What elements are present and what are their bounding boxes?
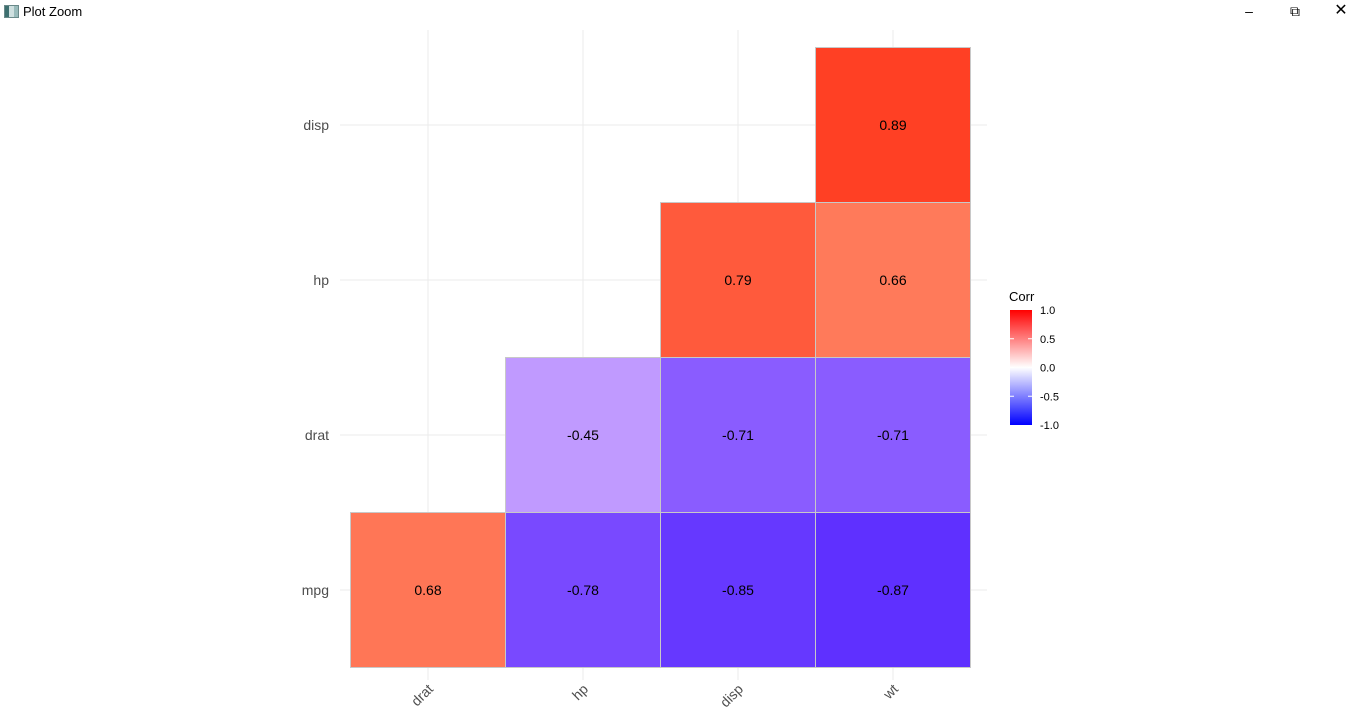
heatmap-tile (350, 512, 506, 668)
x-tick-label: hp (569, 681, 591, 703)
y-tick-label: mpg (302, 582, 329, 598)
tile-label: 0.66 (879, 272, 906, 288)
tile-label: -0.87 (877, 582, 909, 598)
legend-tick-label: 0.0 (1040, 363, 1055, 375)
legend: Corr 1.0 0.5 0.0 -0.5 -1.0 (1009, 289, 1059, 432)
tile-label: -0.71 (722, 427, 754, 443)
x-tick-label: wt (879, 681, 901, 703)
legend-title: Corr (1009, 289, 1035, 304)
heatmap-tile (815, 202, 971, 358)
heatmap-tile (660, 357, 816, 513)
y-tick-label: disp (303, 117, 329, 133)
x-tick-label: drat (408, 681, 436, 709)
legend-tick-label: -0.5 (1040, 391, 1059, 403)
tile-label: 0.89 (879, 117, 906, 133)
y-tick-label: drat (305, 427, 329, 443)
window-title: Plot Zoom (23, 4, 83, 19)
tile-label: -0.45 (567, 427, 599, 443)
legend-colorbar (1010, 310, 1032, 425)
legend-tick-label: 1.0 (1040, 305, 1055, 317)
title-bar: Plot Zoom – ⧉ ✕ (0, 0, 1366, 24)
heatmap-tile (505, 357, 661, 513)
tile-label: -0.71 (877, 427, 909, 443)
minimize-icon[interactable]: – (1245, 3, 1253, 19)
y-tick-label: hp (313, 272, 329, 288)
heatmap-tile (660, 512, 816, 668)
legend-tick-label: -1.0 (1040, 420, 1059, 432)
heatmap-tile (815, 512, 971, 668)
tile-label: 0.79 (724, 272, 751, 288)
close-icon[interactable]: ✕ (1334, 2, 1348, 19)
tile-label: -0.78 (567, 582, 599, 598)
tile-label: 0.68 (414, 582, 441, 598)
x-tick-label: disp (717, 681, 747, 711)
restore-icon[interactable]: ⧉ (1290, 3, 1300, 19)
legend-tick-label: 0.5 (1040, 334, 1055, 346)
heatmap-tile (815, 47, 971, 203)
tile-label: -0.85 (722, 582, 754, 598)
heatmap-tile (660, 202, 816, 358)
app-icon (4, 5, 19, 18)
